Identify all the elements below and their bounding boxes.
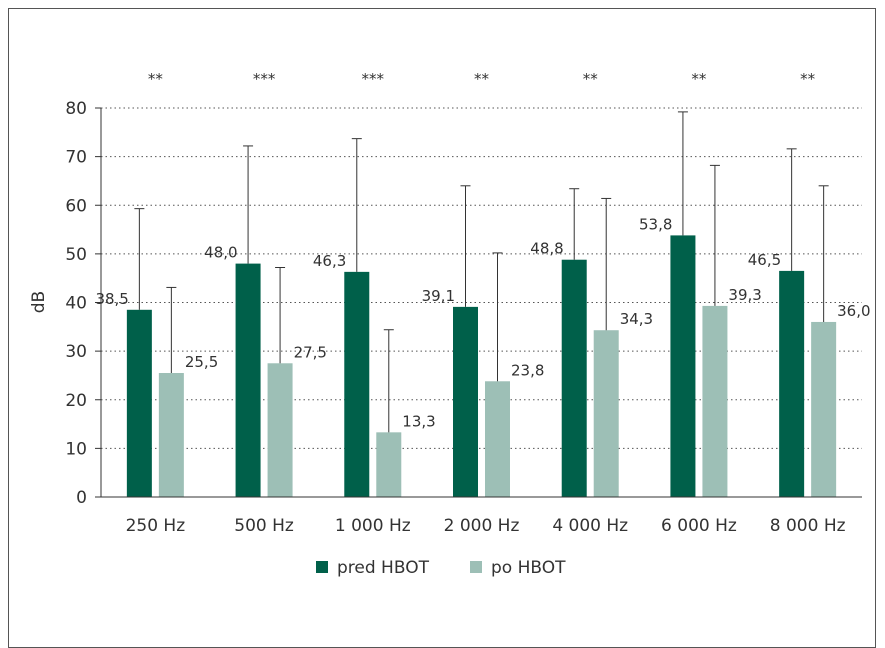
data-label-pred-hbot: 38,5 <box>95 290 128 308</box>
data-label-po-hbot: 39,3 <box>728 286 761 304</box>
bar-po-hbot <box>702 305 728 497</box>
significance-marker: ** <box>474 70 490 88</box>
legend: pred HBOT po HBOT <box>316 558 566 578</box>
legend-swatch <box>316 561 328 573</box>
data-label-po-hbot: 36,0 <box>837 302 870 320</box>
data-label-pred-hbot: 48,0 <box>204 244 237 262</box>
y-tick-label: 10 <box>65 439 87 459</box>
data-label-po-hbot: 34,3 <box>620 310 653 328</box>
legend-label: pred HBOT <box>337 558 430 578</box>
bar-po-hbot <box>593 330 619 497</box>
significance-marker: *** <box>253 70 276 88</box>
significance-marker: ** <box>691 70 707 88</box>
data-label-pred-hbot: 48,8 <box>530 240 563 258</box>
x-tick-label: 8 000 Hz <box>770 516 846 536</box>
labels-group: ** 38,5 25,5 *** 48,0 27,5 *** 46,3 13,3 ** 39,1 23… <box>95 70 870 430</box>
data-label-po-hbot: 23,8 <box>511 361 544 379</box>
y-tick-label: 0 <box>76 488 87 508</box>
y-axis-title: dB <box>29 291 49 313</box>
significance-marker: ** <box>148 70 164 88</box>
bar-pred-hbot <box>126 309 152 497</box>
bars-group <box>126 235 837 497</box>
bar-po-hbot <box>158 373 184 497</box>
y-tick-label: 30 <box>65 342 87 362</box>
y-tick-label: 20 <box>65 391 87 411</box>
significance-marker: *** <box>362 70 385 88</box>
y-tick-label: 50 <box>65 245 87 265</box>
bar-po-hbot <box>811 321 837 497</box>
data-label-po-hbot: 27,5 <box>294 343 327 361</box>
data-label-po-hbot: 13,3 <box>402 412 435 430</box>
bar-pred-hbot <box>235 263 261 497</box>
data-label-pred-hbot: 46,5 <box>748 251 781 269</box>
data-label-pred-hbot: 46,3 <box>313 252 346 270</box>
y-tick-label: 70 <box>65 148 87 168</box>
axes-group: 0 10 20 30 40 50 60 70 80 250 Hz 500 Hz 1 000 Hz 2 0… <box>65 99 862 536</box>
x-tick-label: 6 000 Hz <box>661 516 737 536</box>
y-tick-label: 80 <box>65 99 87 119</box>
bar-pred-hbot <box>779 270 805 497</box>
significance-marker: ** <box>800 70 816 88</box>
bar-po-hbot <box>485 381 510 497</box>
significance-marker: ** <box>583 70 599 88</box>
bar-pred-hbot <box>453 306 478 497</box>
y-tick-label: 40 <box>65 294 87 314</box>
x-tick-label: 1 000 Hz <box>335 516 411 536</box>
legend-swatch <box>470 561 482 573</box>
bar-po-hbot <box>376 432 402 497</box>
y-tick-label: 60 <box>65 196 87 216</box>
error-bars-group <box>134 111 829 433</box>
data-label-po-hbot: 25,5 <box>185 353 218 371</box>
x-tick-label: 4 000 Hz <box>552 516 628 536</box>
legend-label: po HBOT <box>491 558 566 578</box>
bar-pred-hbot <box>670 235 696 497</box>
data-label-pred-hbot: 39,1 <box>422 287 455 305</box>
x-tick-label: 500 Hz <box>234 516 294 536</box>
x-tick-label: 250 Hz <box>126 516 186 536</box>
bar-pred-hbot <box>561 259 587 497</box>
x-tick-label: 2 000 Hz <box>444 516 520 536</box>
bar-po-hbot <box>267 363 293 497</box>
bar-chart: 0 10 20 30 40 50 60 70 80 250 Hz 500 Hz 1 000 Hz 2 0… <box>29 70 871 578</box>
data-label-pred-hbot: 53,8 <box>639 215 672 233</box>
grid-lines <box>101 107 862 449</box>
bar-pred-hbot <box>344 271 370 497</box>
